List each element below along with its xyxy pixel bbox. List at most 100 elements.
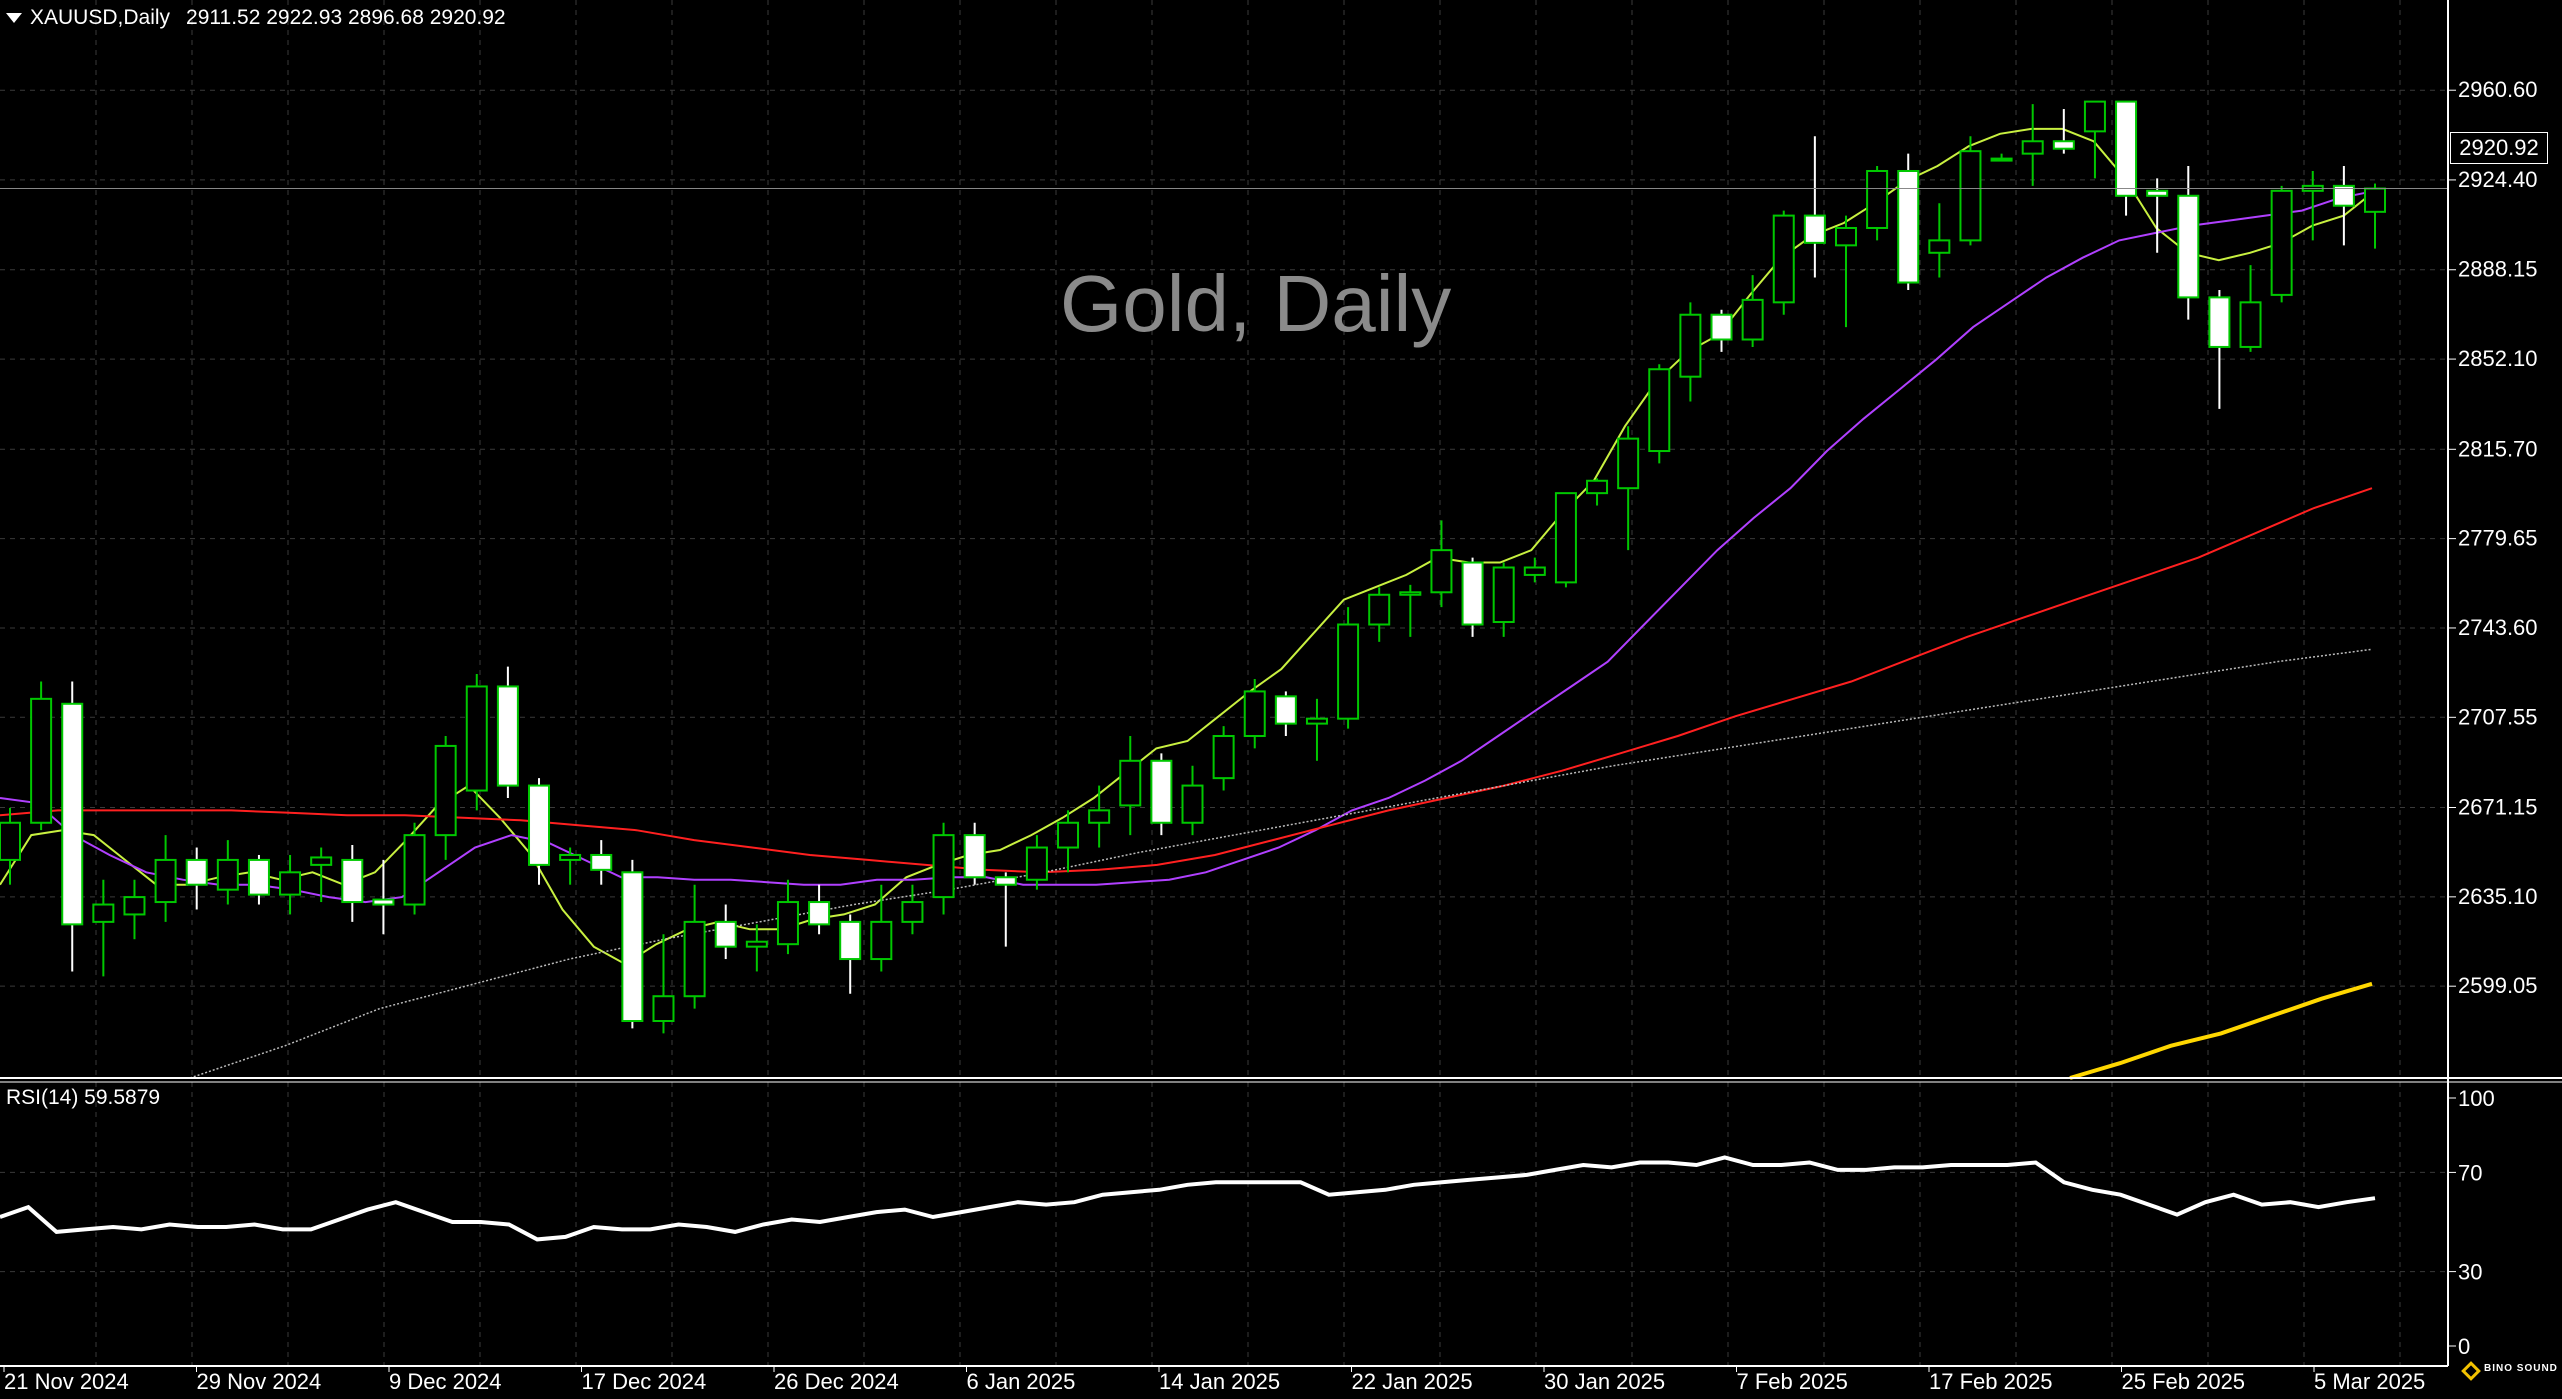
candle-body <box>92 903 115 923</box>
y-tick-label: 2635.10 <box>2458 884 2538 909</box>
candle-body <box>683 920 706 998</box>
candle-body <box>1212 735 1235 780</box>
candle-body <box>1990 157 2013 162</box>
current-price-tag: 2920.92 <box>2450 132 2548 164</box>
candle-body <box>61 702 84 926</box>
dropdown-triangle-icon[interactable] <box>6 13 22 23</box>
candle-body <box>1741 298 1764 341</box>
y-tick-label: 2599.05 <box>2458 973 2538 998</box>
candle-body <box>2270 189 2293 296</box>
symbol-label: XAUUSD,Daily <box>30 6 171 29</box>
candle-body <box>372 898 395 906</box>
moving-average-line <box>189 648 2373 1079</box>
y-tick-label: 2671.15 <box>2458 795 2538 820</box>
x-tick-label: 29 Nov 2024 <box>197 1369 322 1394</box>
ohlc-values: 2911.52 2922.93 2896.68 2920.92 <box>186 6 506 29</box>
candle-body <box>2239 301 2262 348</box>
moving-average-line <box>2069 981 2373 1080</box>
candle-body <box>745 940 768 948</box>
candle-body <box>621 871 644 1023</box>
candle-body <box>559 853 582 861</box>
candle-body <box>1803 214 1826 244</box>
candle-body <box>123 896 146 916</box>
candle-body <box>1399 591 1422 596</box>
candle-body <box>2332 184 2355 207</box>
x-tick-label: 6 Jan 2025 <box>967 1369 1076 1394</box>
candle-body <box>1834 226 1857 247</box>
candle-body <box>870 920 893 961</box>
y-tick-label: 2960.60 <box>2458 77 2538 102</box>
candle-body <box>714 920 737 948</box>
candle-body <box>2052 140 2075 150</box>
candle-body <box>1150 759 1173 824</box>
candle-body <box>1088 809 1111 824</box>
candle-body <box>1337 623 1360 720</box>
candle-body <box>528 784 551 866</box>
x-tick-label: 22 Jan 2025 <box>1352 1369 1473 1394</box>
candle-body <box>1057 821 1080 849</box>
x-tick-label: 21 Nov 2024 <box>4 1369 129 1394</box>
chart-header[interactable]: XAUUSD,Daily 2911.52 2922.93 2896.68 292… <box>6 6 506 30</box>
candle-body <box>839 920 862 961</box>
moving-average-line <box>0 487 2373 874</box>
y-tick-label: 2924.40 <box>2458 167 2538 192</box>
candle-body <box>2146 189 2169 197</box>
candle-body <box>1586 479 1609 495</box>
candle-body <box>963 834 986 879</box>
candle-body <box>154 858 177 904</box>
x-tick-label: 26 Dec 2024 <box>774 1369 899 1394</box>
candle-body <box>1617 437 1640 490</box>
candle-body <box>808 901 831 926</box>
rsi-tick-label: 30 <box>2458 1260 2482 1285</box>
candle-body <box>932 834 955 899</box>
candle-body <box>1274 695 1297 725</box>
candle-body <box>1959 150 1982 242</box>
candle-body <box>1305 717 1328 725</box>
candle-body <box>2364 187 2386 213</box>
brand-logo: BINO SOUND <box>2461 1361 2558 1381</box>
rsi-tick-label: 70 <box>2458 1160 2482 1185</box>
y-tick-label: 2852.10 <box>2458 346 2538 371</box>
candle-body <box>1710 313 1733 341</box>
candle-body <box>1181 784 1204 824</box>
rsi-label: RSI(14) 59.5879 <box>6 1086 161 1109</box>
x-tick-label: 5 Mar 2025 <box>2314 1369 2425 1394</box>
candle-body <box>1492 566 1515 624</box>
y-tick-label: 2707.55 <box>2458 704 2538 729</box>
candle-body <box>310 856 333 866</box>
moving-average-line <box>0 189 2376 904</box>
candle-body <box>1897 169 1920 284</box>
candle-body <box>1679 313 1702 378</box>
x-tick-label: 14 Jan 2025 <box>1159 1369 1280 1394</box>
y-tick-label: 2815.70 <box>2458 436 2538 461</box>
candle-body <box>1368 593 1391 626</box>
candle-body <box>2115 100 2138 197</box>
x-tick-label: 9 Dec 2024 <box>389 1369 502 1394</box>
x-tick-label: 30 Jan 2025 <box>1544 1369 1665 1394</box>
y-tick-label: 2779.65 <box>2458 526 2538 551</box>
candle-body <box>0 821 21 861</box>
candle-body <box>434 744 457 837</box>
x-tick-label: 25 Feb 2025 <box>2122 1369 2246 1394</box>
candle-body <box>2021 140 2044 155</box>
candle-body <box>185 858 208 886</box>
candle-body <box>1430 549 1453 594</box>
candle-body <box>496 685 519 787</box>
moving-average-line <box>0 127 2376 966</box>
rsi-tick-label: 0 <box>2458 1334 2470 1359</box>
candle-body <box>465 685 488 792</box>
candle-body <box>2177 194 2200 299</box>
candle-body <box>30 697 53 824</box>
y-tick-label: 2888.15 <box>2458 257 2538 282</box>
candle-body <box>776 901 799 946</box>
candle-body <box>216 858 239 891</box>
rsi-line <box>0 1155 2376 1242</box>
x-tick-label: 7 Feb 2025 <box>1737 1369 1848 1394</box>
candle-body <box>901 901 924 923</box>
candle-body <box>1461 561 1484 626</box>
candle-body <box>1119 759 1142 807</box>
candle-body <box>1928 239 1951 254</box>
candle-body <box>652 995 675 1023</box>
candle-body <box>1648 368 1671 453</box>
